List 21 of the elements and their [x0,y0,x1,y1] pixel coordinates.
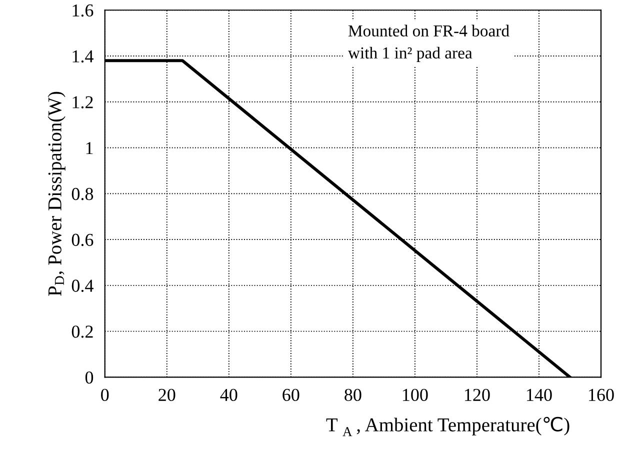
x-tick-label: 160 [589,388,614,402]
x-tick-label: 40 [220,388,238,402]
y-tick-label: 0.2 [72,326,93,338]
y-tick-label: 0 [85,371,94,384]
x-tick-label: 100 [403,388,428,402]
x-tick-label: 0 [101,388,109,402]
y-tick-label: 1 [86,142,93,154]
y-tick-label: 0.4 [72,280,94,292]
y-tick-label: 1.2 [72,96,93,108]
x-tick-label: 120 [465,388,490,402]
x-tick-label: 80 [344,388,362,402]
x-tick-label: 140 [527,388,552,402]
y-axis-title: P$_{D}$, Power Dissipation(W) [48,92,66,296]
y-tick-label: 0.8 [72,188,94,200]
x-tick-label: 20 [158,388,176,402]
x-axis-title: TA, Ambient Temperature(℃) [326,416,570,436]
y-tick-label: 1.4 [72,50,94,63]
annotation: Mounted on FR-4 board with 1 in² pad area [348,24,510,62]
x-tick-label: 60 [282,388,300,402]
y-tick-label: 1.6 [72,4,94,17]
y-tick-label: 0.6 [72,234,94,246]
